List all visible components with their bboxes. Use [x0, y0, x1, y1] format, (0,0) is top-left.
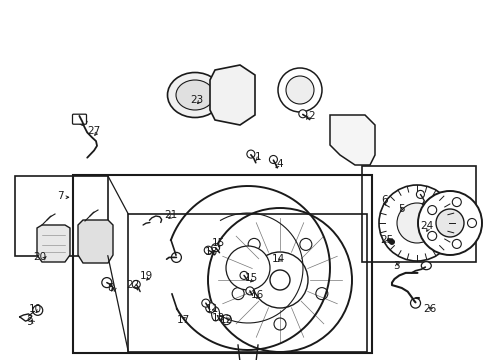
Text: 4: 4	[276, 159, 283, 169]
Circle shape	[418, 191, 482, 255]
Ellipse shape	[176, 80, 214, 110]
Polygon shape	[78, 220, 113, 263]
Text: 7: 7	[57, 191, 64, 201]
Ellipse shape	[206, 303, 216, 313]
Text: 25: 25	[380, 235, 394, 246]
Circle shape	[428, 231, 437, 240]
FancyBboxPatch shape	[73, 114, 87, 124]
Circle shape	[452, 239, 461, 248]
Text: 17: 17	[177, 315, 191, 325]
Ellipse shape	[212, 307, 220, 321]
Polygon shape	[210, 65, 255, 125]
Text: 14: 14	[271, 254, 285, 264]
Circle shape	[270, 270, 290, 290]
Text: 18: 18	[205, 247, 219, 257]
Text: 9: 9	[26, 317, 33, 327]
Circle shape	[416, 190, 424, 198]
Text: 12: 12	[220, 315, 233, 325]
Circle shape	[240, 271, 248, 279]
Circle shape	[202, 299, 210, 307]
Text: 23: 23	[190, 95, 204, 105]
Circle shape	[247, 150, 255, 158]
Text: 16: 16	[250, 290, 264, 300]
Text: 2: 2	[308, 111, 315, 121]
Polygon shape	[330, 115, 375, 165]
Text: 11: 11	[205, 303, 219, 314]
Text: 8: 8	[107, 283, 114, 293]
Text: 1: 1	[254, 152, 261, 162]
Text: 21: 21	[164, 210, 177, 220]
Circle shape	[397, 203, 437, 243]
Text: 15: 15	[245, 273, 258, 283]
Circle shape	[436, 209, 464, 237]
Circle shape	[300, 238, 312, 251]
Bar	[362, 166, 476, 262]
Circle shape	[428, 206, 437, 215]
Circle shape	[286, 76, 314, 104]
FancyArrowPatch shape	[90, 212, 94, 216]
Circle shape	[299, 110, 307, 118]
Circle shape	[246, 287, 254, 295]
Text: 19: 19	[139, 271, 153, 282]
Circle shape	[389, 239, 395, 245]
Circle shape	[204, 246, 212, 254]
Text: 24: 24	[420, 221, 434, 231]
Circle shape	[232, 288, 244, 300]
Text: 22: 22	[126, 280, 140, 291]
Circle shape	[316, 288, 328, 300]
Ellipse shape	[421, 262, 431, 270]
Text: 13: 13	[212, 312, 225, 323]
Polygon shape	[76, 119, 87, 125]
Circle shape	[248, 238, 260, 251]
Text: 15: 15	[212, 238, 225, 248]
Circle shape	[452, 198, 461, 207]
Circle shape	[212, 244, 220, 252]
Circle shape	[379, 185, 455, 261]
Bar	[73, 175, 372, 353]
Text: 27: 27	[87, 126, 101, 136]
Circle shape	[33, 305, 43, 315]
Ellipse shape	[221, 315, 231, 325]
Circle shape	[274, 318, 286, 330]
Bar	[15, 176, 108, 256]
Polygon shape	[37, 225, 70, 262]
Bar	[128, 214, 367, 352]
Text: 10: 10	[29, 304, 42, 314]
Circle shape	[467, 219, 476, 228]
Text: 20: 20	[34, 252, 47, 262]
Circle shape	[132, 280, 140, 288]
FancyArrowPatch shape	[47, 216, 51, 220]
Circle shape	[270, 156, 277, 163]
Text: 26: 26	[423, 304, 437, 314]
Text: 5: 5	[398, 204, 405, 214]
Circle shape	[278, 68, 322, 112]
Text: 6: 6	[381, 195, 388, 205]
Circle shape	[226, 246, 270, 290]
Ellipse shape	[168, 72, 222, 117]
Circle shape	[172, 252, 181, 262]
Text: 3: 3	[393, 261, 400, 271]
Circle shape	[411, 298, 420, 308]
Circle shape	[102, 278, 112, 288]
